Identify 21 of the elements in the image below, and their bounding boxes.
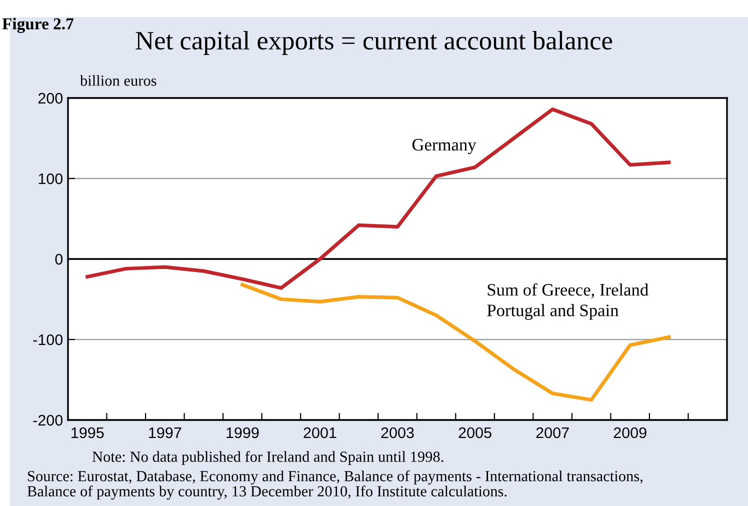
- y-tick-label: 0: [55, 254, 63, 265]
- x-tick-label: 2005: [458, 427, 492, 438]
- y-axis-title: billion euros: [80, 75, 156, 86]
- caption: Figure 2.7: [2, 18, 74, 33]
- line-series: [240, 282, 671, 402]
- y-tick-label: 200: [38, 92, 63, 104]
- x-tick-label: 2003: [381, 427, 414, 438]
- text: Note: No data published for Ireland and Spain until 1998.: [92, 450, 444, 466]
- y-tick-label: 100: [38, 173, 63, 184]
- x-tick-label: 1999: [226, 427, 259, 438]
- series-label: Germany: [412, 138, 476, 154]
- x-tick-label: 2001: [304, 427, 336, 438]
- y-tick-label: -200: [33, 414, 63, 426]
- series-label: Sum of Greece, Ireland Portugal and Spain: [487, 283, 648, 320]
- y-tick-label: -100: [33, 334, 63, 346]
- x-tick-label: 1997: [149, 427, 182, 438]
- x-tick-label: 2007: [536, 427, 569, 438]
- chart-title: Net capital exports = current account balance: [136, 31, 612, 55]
- x-tick-label: 1995: [72, 427, 104, 438]
- source-note: Source: Eurostat, Database, Economy and Finance, Balance of payments - International transactions, Balance of payments by country, 13 December 2010, Ifo Institute calculations.: [27, 470, 642, 500]
- x-tick-label: 2009: [614, 427, 646, 438]
